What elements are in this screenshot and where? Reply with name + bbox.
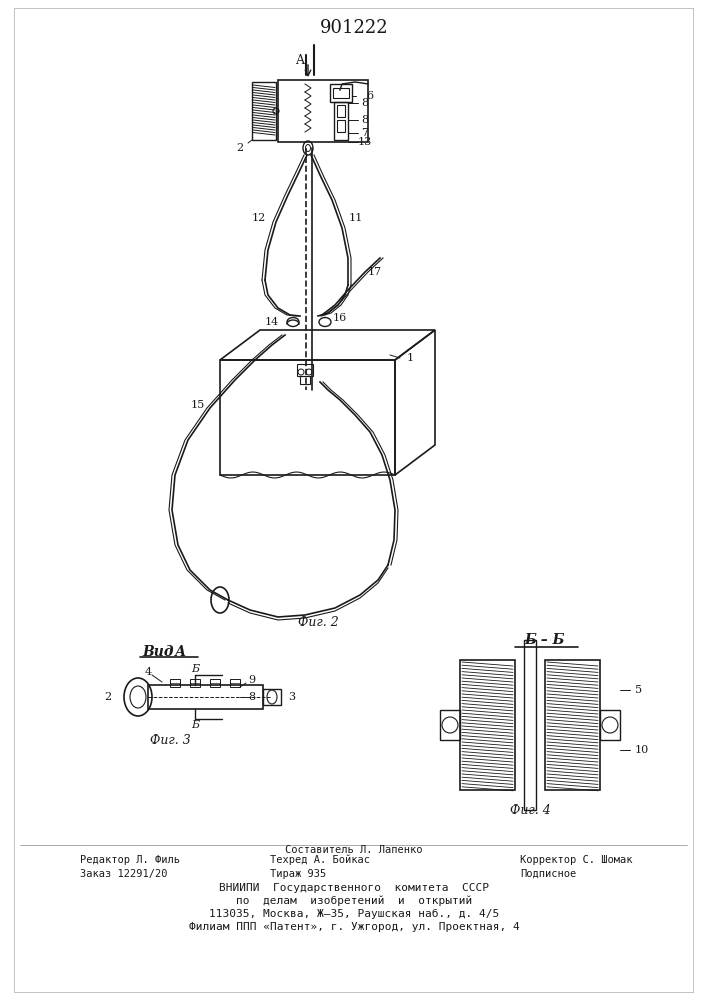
- Text: Б – Б: Б – Б: [525, 633, 566, 647]
- Text: Б: Б: [191, 720, 199, 730]
- Bar: [337, 120, 345, 132]
- Bar: [252, 82, 276, 140]
- Bar: [337, 105, 345, 117]
- Text: Фиг. 4: Фиг. 4: [510, 804, 551, 816]
- Bar: [220, 360, 395, 475]
- Text: Фиг. 3: Фиг. 3: [150, 734, 191, 746]
- Bar: [230, 679, 240, 687]
- Text: 17: 17: [368, 267, 382, 277]
- Text: Б: Б: [191, 664, 199, 674]
- Text: Филиам ППП «Патент», г. Ужгород, ул. Проектная, 4: Филиам ППП «Патент», г. Ужгород, ул. Про…: [189, 922, 520, 932]
- Text: по  делам  изобретений  и  открытий: по делам изобретений и открытий: [236, 896, 472, 906]
- Text: 7: 7: [361, 128, 368, 138]
- Text: Заказ 12291/20: Заказ 12291/20: [80, 869, 168, 879]
- Text: 10: 10: [635, 745, 649, 755]
- Text: ВНИИПИ  Государственного  комитета  СССР: ВНИИПИ Государственного комитета СССР: [219, 883, 489, 893]
- Text: 13: 13: [358, 137, 372, 147]
- Text: 8: 8: [361, 98, 368, 108]
- Text: Корректор С. Шомак: Корректор С. Шомак: [520, 855, 633, 865]
- Bar: [524, 640, 536, 810]
- Text: 8: 8: [361, 115, 368, 125]
- Text: 14: 14: [265, 317, 279, 327]
- Text: 15: 15: [191, 400, 205, 410]
- Bar: [190, 679, 200, 687]
- Bar: [334, 102, 348, 140]
- Bar: [300, 376, 310, 384]
- Bar: [210, 679, 220, 687]
- Text: 16: 16: [333, 313, 347, 323]
- Text: 9: 9: [248, 675, 255, 685]
- Bar: [170, 679, 180, 687]
- Text: A: A: [296, 53, 305, 66]
- Text: 901222: 901222: [320, 19, 388, 37]
- Text: Фиг. 2: Фиг. 2: [298, 615, 339, 629]
- Text: Составитель Л. Лапенко: Составитель Л. Лапенко: [285, 845, 423, 855]
- Text: 6: 6: [366, 91, 373, 101]
- Text: 113035, Москва, Ж—35, Раушская наб., д. 4/5: 113035, Москва, Ж—35, Раушская наб., д. …: [209, 909, 499, 919]
- Text: 2: 2: [236, 143, 244, 153]
- Bar: [297, 364, 313, 376]
- Text: 12: 12: [252, 213, 266, 223]
- Text: 3: 3: [288, 692, 296, 702]
- Bar: [330, 84, 352, 102]
- Text: 5: 5: [635, 685, 642, 695]
- Bar: [278, 80, 368, 142]
- Text: Техред А. Бойкас: Техред А. Бойкас: [270, 855, 370, 865]
- Text: 11: 11: [349, 213, 363, 223]
- Bar: [545, 660, 600, 790]
- Bar: [148, 685, 263, 709]
- Text: Подписное: Подписное: [520, 869, 576, 879]
- Text: Вид: Вид: [142, 645, 173, 659]
- Bar: [600, 710, 620, 740]
- Bar: [333, 88, 349, 98]
- Text: Тираж 935: Тираж 935: [270, 869, 326, 879]
- Text: 8: 8: [248, 692, 255, 702]
- Text: А: А: [175, 645, 186, 659]
- Text: 4: 4: [144, 667, 151, 677]
- Text: Редактор Л. Филь: Редактор Л. Филь: [80, 855, 180, 865]
- Text: 2: 2: [105, 692, 112, 702]
- Bar: [440, 710, 460, 740]
- Bar: [460, 660, 515, 790]
- Text: 1: 1: [407, 353, 414, 363]
- Bar: [263, 689, 281, 705]
